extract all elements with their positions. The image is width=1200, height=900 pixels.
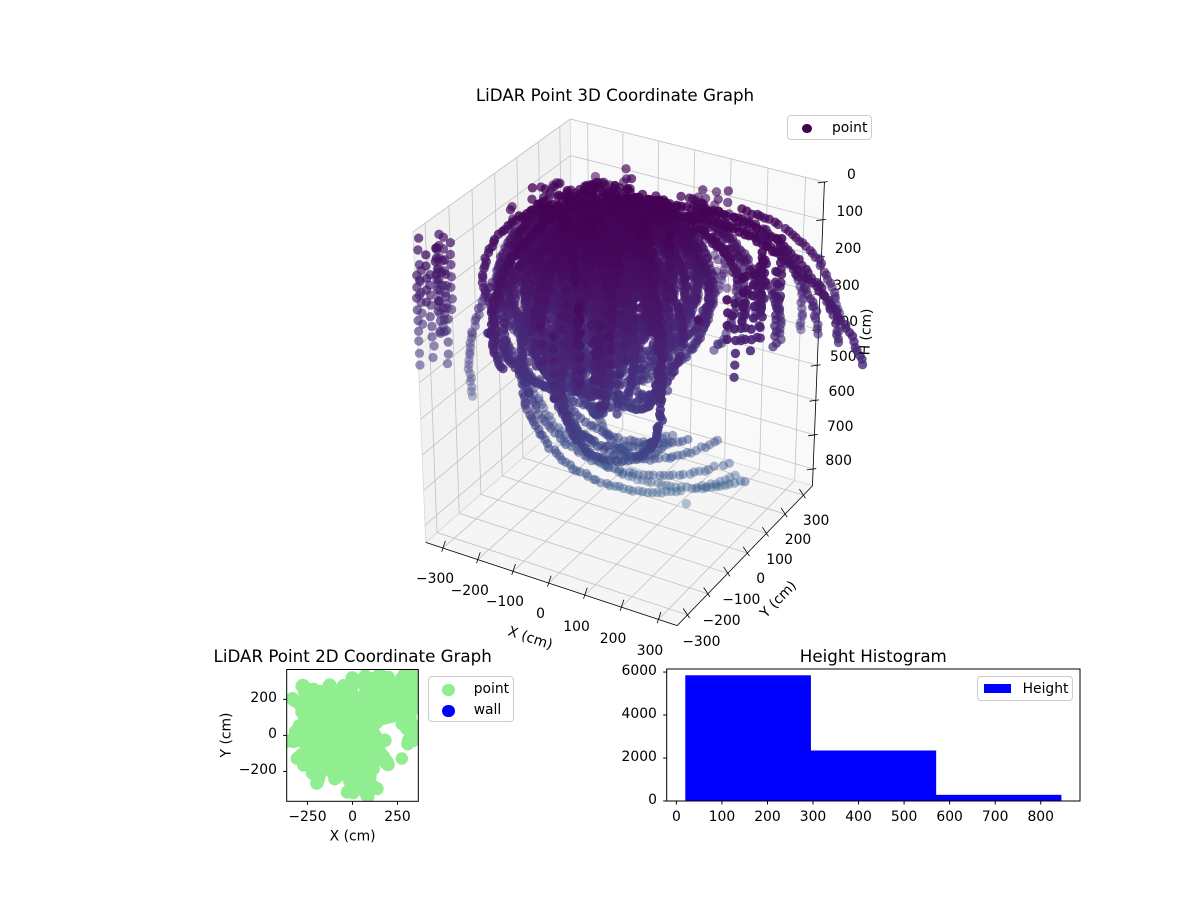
- legend-point-label: point: [831, 120, 868, 137]
- histogram-title: Height Histogram: [799, 645, 947, 666]
- plot2d-xaxis-label: X (cm): [329, 828, 376, 845]
- plot3d-title: LiDAR Point 3D Coordinate Graph: [475, 84, 755, 105]
- plot2d-legend: point wall: [428, 675, 514, 722]
- histogram-legend: Height: [977, 675, 1074, 702]
- legend-point-marker-icon: [802, 124, 812, 134]
- plot2d-yaxis-label: Y (cm): [217, 712, 234, 758]
- legend-height-swatch-icon: [983, 683, 1012, 694]
- legend-point-marker-icon: [442, 683, 455, 697]
- legend-wall-label: wall: [473, 702, 502, 719]
- plot3d-zaxis-label: H (cm): [857, 308, 876, 356]
- plot3d-legend: point: [786, 114, 873, 141]
- legend-wall-marker-icon: [442, 704, 455, 717]
- legend-height-label: Height: [1022, 681, 1069, 698]
- legend-point-label: point: [473, 681, 510, 698]
- plot2d-title: LiDAR Point 2D Coordinate Graph: [213, 645, 492, 666]
